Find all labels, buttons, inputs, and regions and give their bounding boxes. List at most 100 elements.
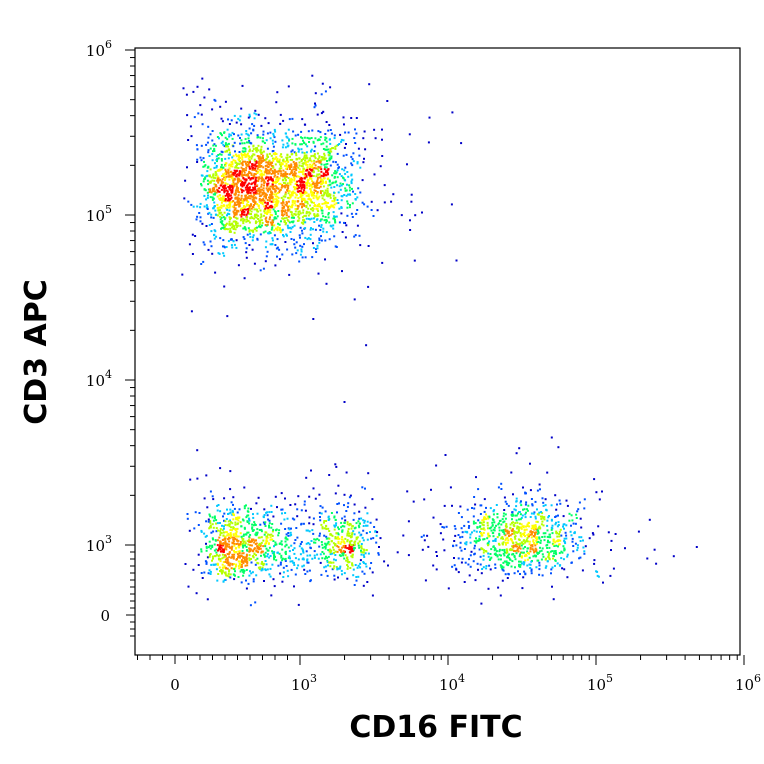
event-dot bbox=[559, 528, 562, 531]
event-dot bbox=[498, 550, 501, 553]
event-dot bbox=[324, 202, 327, 204]
event-dot bbox=[534, 532, 537, 535]
event-dot bbox=[245, 587, 248, 590]
event-dot bbox=[593, 562, 596, 565]
event-dot bbox=[256, 531, 259, 534]
event-dot bbox=[515, 505, 518, 508]
event-dot bbox=[344, 550, 346, 553]
event-dot bbox=[282, 172, 285, 175]
event-dot bbox=[232, 179, 235, 182]
event-dot bbox=[240, 563, 243, 566]
event-dot bbox=[345, 224, 348, 227]
event-dot bbox=[577, 508, 580, 511]
event-dot bbox=[265, 255, 268, 258]
event-dot bbox=[293, 224, 296, 227]
event-dot bbox=[298, 217, 301, 220]
event-dot bbox=[327, 216, 330, 219]
event-dot bbox=[216, 562, 219, 565]
event-dot bbox=[312, 207, 315, 210]
event-dot bbox=[506, 554, 509, 557]
event-dot bbox=[208, 188, 211, 191]
event-dot bbox=[333, 558, 335, 561]
event-dot bbox=[326, 556, 329, 559]
event-dot bbox=[330, 157, 333, 160]
event-dot bbox=[349, 536, 352, 539]
event-dot bbox=[224, 200, 227, 203]
event-dot bbox=[218, 190, 221, 193]
event-dot bbox=[333, 525, 336, 528]
event-dot bbox=[521, 541, 523, 544]
event-dot bbox=[260, 219, 263, 222]
event-dot bbox=[279, 170, 282, 173]
event-dot bbox=[208, 224, 211, 227]
event-dot bbox=[294, 539, 297, 541]
event-dot bbox=[237, 560, 240, 563]
event-dot bbox=[316, 247, 319, 250]
event-dot bbox=[366, 581, 369, 583]
event-dot bbox=[487, 552, 490, 555]
event-dot bbox=[224, 199, 227, 202]
event-dot bbox=[300, 160, 303, 162]
event-dot bbox=[203, 160, 205, 163]
event-dot bbox=[386, 100, 389, 102]
event-dot bbox=[264, 560, 267, 562]
event-dot bbox=[199, 104, 202, 107]
event-dot bbox=[328, 157, 331, 160]
event-dot bbox=[576, 510, 579, 513]
event-dot bbox=[320, 112, 323, 115]
event-dot bbox=[513, 508, 516, 511]
event-dot bbox=[338, 502, 340, 505]
event-dot bbox=[217, 549, 220, 552]
event-dot bbox=[381, 128, 383, 131]
event-dot bbox=[287, 177, 290, 179]
event-dot bbox=[306, 136, 309, 139]
event-dot bbox=[330, 561, 333, 564]
event-dot bbox=[337, 576, 339, 579]
event-dot bbox=[271, 523, 274, 525]
event-dot bbox=[508, 535, 510, 537]
event-dot bbox=[522, 576, 525, 579]
event-dot bbox=[293, 564, 296, 566]
event-dot bbox=[216, 544, 219, 547]
event-dot bbox=[483, 516, 486, 519]
event-dot bbox=[350, 117, 353, 119]
event-dot bbox=[238, 180, 241, 183]
event-dot bbox=[532, 539, 535, 542]
event-dot bbox=[243, 527, 246, 530]
event-dot bbox=[233, 183, 236, 186]
event-dot bbox=[541, 520, 544, 523]
event-dot bbox=[229, 153, 231, 156]
event-dot bbox=[262, 516, 265, 519]
event-dot bbox=[505, 537, 508, 540]
event-dot bbox=[242, 217, 245, 220]
event-dot bbox=[268, 152, 271, 155]
event-dot bbox=[451, 504, 453, 507]
event-dot bbox=[233, 507, 236, 510]
event-dot bbox=[498, 526, 501, 529]
event-dot bbox=[300, 523, 303, 526]
event-dot bbox=[496, 536, 499, 539]
event-dot bbox=[254, 539, 257, 542]
event-dot bbox=[320, 163, 323, 166]
event-dot bbox=[238, 197, 241, 200]
event-dot bbox=[312, 228, 314, 231]
event-dot bbox=[502, 531, 505, 533]
event-dot bbox=[291, 194, 294, 197]
event-dot bbox=[283, 205, 285, 208]
event-dot bbox=[197, 112, 200, 115]
event-dot bbox=[330, 512, 333, 514]
event-dot bbox=[218, 212, 221, 215]
event-dot bbox=[519, 565, 522, 568]
event-dot bbox=[190, 135, 193, 138]
event-dot bbox=[242, 574, 245, 577]
event-dot bbox=[241, 154, 244, 156]
event-dot bbox=[539, 546, 541, 549]
event-dot bbox=[526, 552, 529, 554]
event-dot bbox=[200, 548, 203, 551]
event-dot bbox=[271, 243, 274, 246]
event-dot bbox=[256, 557, 259, 560]
x-tick-label: 104 bbox=[439, 672, 465, 694]
event-dot bbox=[233, 184, 236, 187]
event-dot bbox=[270, 221, 272, 224]
event-dot bbox=[250, 544, 253, 547]
